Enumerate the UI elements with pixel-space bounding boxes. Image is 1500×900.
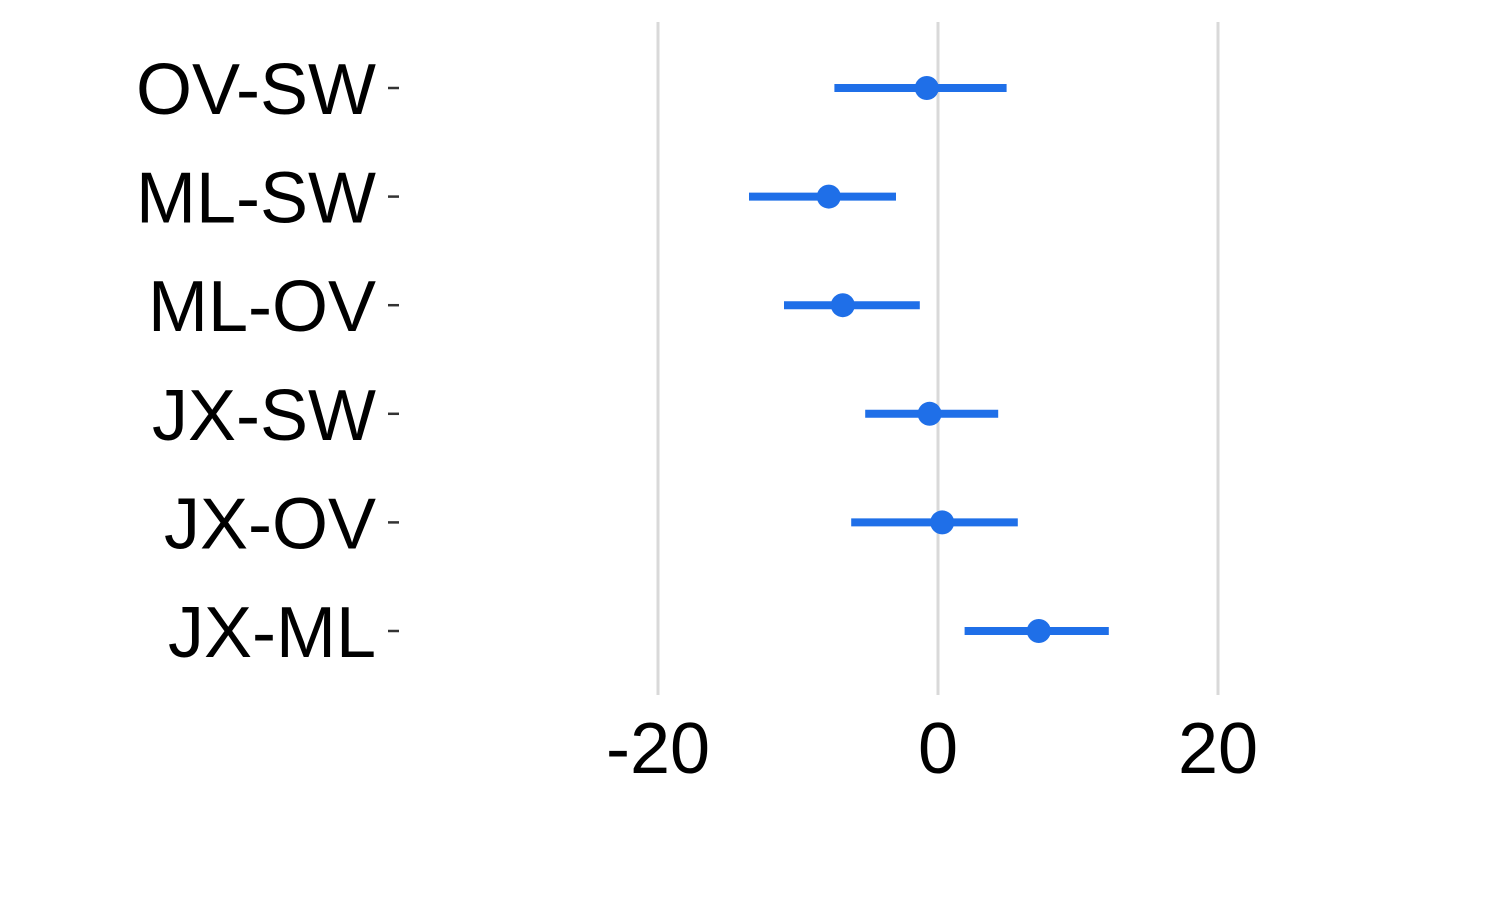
point-estimate [914, 76, 939, 100]
y-category-label: JX-SW [152, 376, 376, 456]
y-category-label: JX-ML [168, 593, 376, 673]
y-category-label: OV-SW [136, 50, 376, 130]
x-tick-label: 20 [1178, 709, 1258, 789]
point-estimate [830, 293, 855, 318]
point-estimate [1026, 619, 1051, 643]
gridlines [656, 22, 1220, 695]
x-tick-label: 0 [918, 709, 958, 789]
x-tick-label: -20 [606, 709, 710, 789]
y-category-label: JX-OV [164, 484, 376, 564]
y-category-label: ML-OV [148, 267, 376, 347]
axis-labels: -20 0 20 OV-SW ML-SW ML-OV JX-SW JX-OV JX-ML [136, 50, 1258, 789]
y-category-label: ML-SW [136, 159, 376, 239]
point-estimate [930, 510, 955, 535]
point-estimate [816, 184, 841, 209]
y-axis-ticks [388, 86, 399, 633]
point-estimate [917, 401, 942, 426]
data-marks [749, 76, 1109, 643]
